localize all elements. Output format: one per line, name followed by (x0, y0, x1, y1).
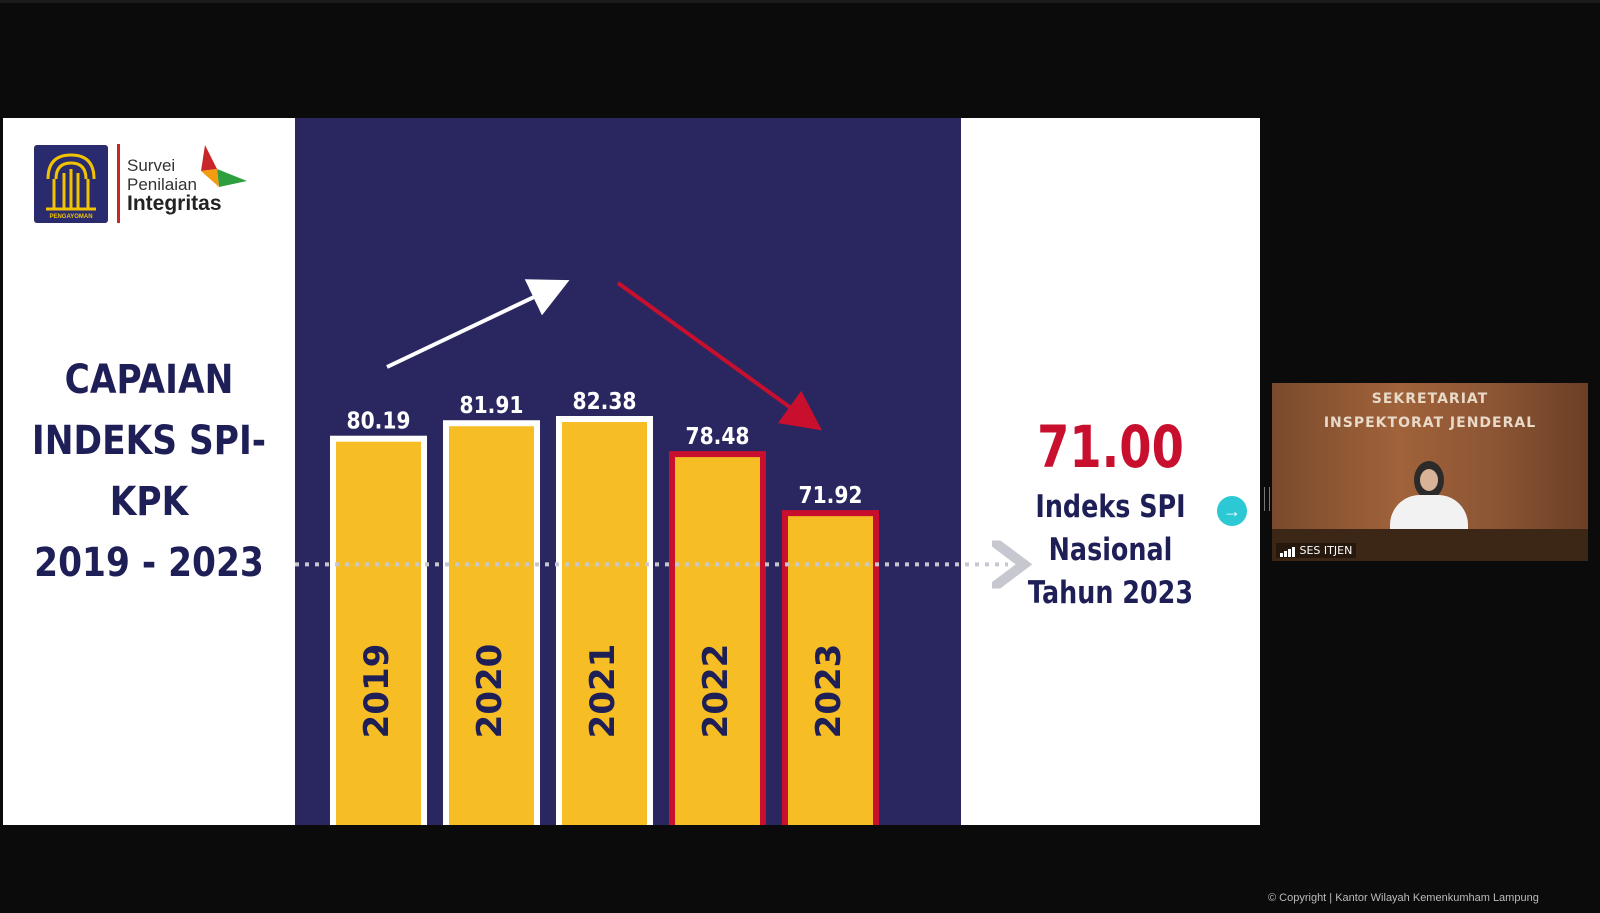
title-line-4: 2019 - 2023 (34, 540, 264, 586)
value-label-2020: 81.91 (459, 393, 523, 420)
arrow-right-circle-icon: → (1223, 501, 1241, 521)
year-label-2023: 2023 (809, 644, 849, 739)
value-label-2022: 78.48 (685, 424, 749, 451)
presentation-slide: PENGAYOMAN Survei Penilaian Integritas C… (3, 118, 1260, 825)
value-label-2019: 80.19 (346, 409, 410, 436)
bar-2019 (330, 435, 427, 825)
logo-caption: PENGAYOMAN (49, 214, 93, 220)
participant-name: SES ITJEN (1299, 544, 1353, 557)
value-label-2021: 82.38 (572, 389, 636, 416)
title-line-2: INDEKS SPI- (31, 418, 267, 464)
value-label-2023: 71.92 (798, 483, 862, 510)
video-desk (1272, 529, 1588, 561)
brand-line-integritas: Integritas (127, 192, 222, 215)
year-label-2021: 2021 (583, 644, 623, 739)
logo-separator (117, 144, 120, 223)
top-border (0, 0, 1600, 3)
slide-title: CAPAIAN INDEKS SPI- KPK 2019 - 2023 (23, 350, 274, 594)
brand-line-survei: Survei (127, 156, 176, 175)
signal-bars-icon (1280, 544, 1296, 557)
title-line-3: KPK (109, 479, 189, 525)
national-label-line-2: Nasional (1048, 532, 1173, 568)
trend-up-arrow (386, 279, 570, 369)
bar-2021 (556, 416, 653, 825)
national-index-label: Indeks SPI Nasional Tahun 2023 (988, 486, 1233, 615)
spi-leaf-logo-icon (201, 145, 247, 187)
spi-bar-chart: 80.19 2019 81.91 2020 82.38 2021 78.48 2022 71.9… (295, 279, 1260, 825)
slide-left-panel: PENGAYOMAN Survei Penilaian Integritas C… (3, 118, 295, 825)
next-slide-button[interactable]: → (1217, 496, 1247, 526)
participant-video-tile[interactable]: SEKRETARIAT INSPEKTORAT JENDERAL SES ITJ… (1272, 383, 1588, 561)
bar-2023 (782, 510, 879, 825)
pengayoman-emblem-icon (46, 153, 96, 211)
year-label-2019: 2019 (357, 644, 397, 739)
video-wall-text-1: SEKRETARIAT (1371, 391, 1489, 407)
national-label-line-1: Indeks SPI (1035, 489, 1186, 525)
year-label-2022: 2022 (696, 644, 736, 739)
panel-resize-handle[interactable] (1264, 487, 1270, 511)
participant-face (1420, 469, 1438, 491)
year-label-2020: 2020 (470, 644, 510, 739)
bar-2022 (669, 451, 766, 825)
brand-line-penilaian: Penilaian (127, 175, 197, 194)
participant-name-label: SES ITJEN (1276, 543, 1357, 558)
national-label-line-3: Tahun 2023 (1027, 575, 1194, 611)
national-index-value: 71.00 (1037, 413, 1184, 481)
trend-down-arrow (616, 281, 822, 431)
bar-2020 (443, 420, 540, 825)
video-wall-text-2: INSPEKTORAT JENDERAL (1323, 415, 1537, 431)
slide-right-panel: 71.00 Indeks SPI Nasional Tahun 2023 (961, 118, 1260, 825)
copyright-text: © Copyright | Kantor Wilayah Kemenkumham… (1268, 892, 1539, 904)
title-line-1: CAPAIAN (64, 357, 234, 403)
ministry-logo: PENGAYOMAN (34, 145, 108, 223)
spi-brand: Survei Penilaian Integritas (127, 156, 222, 215)
